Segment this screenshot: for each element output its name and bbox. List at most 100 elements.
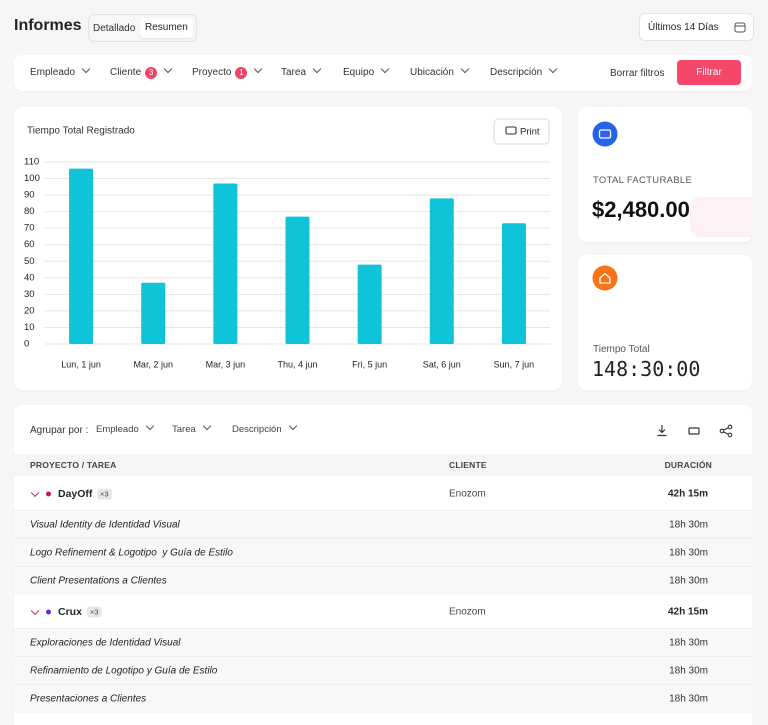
- print-label[interactable]: Print: [520, 127, 540, 138]
- chevron: [254, 64, 263, 74]
- duration: 42h 15m: [667, 488, 708, 500]
- page-title: Informes: [14, 17, 82, 34]
- print-icon[interactable]: [688, 427, 700, 435]
- column-header: PROYECTO / TAREA: [30, 460, 117, 470]
- x-tick-label: Lun, 1 jun: [61, 359, 101, 369]
- bar: [357, 264, 382, 344]
- print-icon: [505, 126, 517, 135]
- y-tick-label: 40: [24, 272, 35, 283]
- filter-dropdown[interactable]: Descripción: [490, 64, 558, 78]
- project-name: DayOff: [58, 488, 93, 500]
- stat-label: Tiempo Total: [593, 344, 650, 355]
- chevron: [380, 64, 390, 74]
- filter-dropdown[interactable]: Cliente 3: [110, 64, 173, 79]
- chevron: [288, 421, 297, 431]
- chart-title: Tiempo Total Registrado: [27, 126, 135, 137]
- project-dot: [46, 609, 51, 615]
- apply-button[interactable]: Filtrar: [677, 60, 741, 85]
- y-tick-label: 100: [24, 173, 40, 184]
- task-duration: 18h 30m: [669, 547, 708, 559]
- filter-label: Proyecto: [192, 67, 232, 78]
- bar: [501, 223, 526, 344]
- stat-label: TOTAL FACTURABLE: [593, 175, 693, 186]
- chart-card: Tiempo Total Registrado Print 0 10 20 30 40 5…: [14, 107, 562, 390]
- tab[interactable]: Detallado: [93, 23, 136, 34]
- time-icon: [592, 265, 618, 291]
- chevron: [202, 421, 212, 431]
- task-row: Presentaciones a Clientes 18h 30m: [14, 684, 752, 713]
- expand-chevron: [30, 488, 40, 498]
- group-by-dropdown[interactable]: Tarea: [172, 421, 212, 435]
- x-tick-label: Thu, 4 jun: [277, 359, 317, 369]
- task-row: Refinamiento de Logotipo y Guía de Estil…: [14, 656, 752, 685]
- date-picker[interactable]: Últimos 14 Días: [639, 13, 754, 41]
- group-by-option: Empleado: [96, 424, 139, 435]
- chevron: [81, 64, 91, 74]
- column-header: CLIENTE: [449, 460, 487, 470]
- print-button[interactable]: [493, 118, 550, 145]
- x-tick-label: Mar, 3 jun: [206, 359, 246, 369]
- group-by-dropdown[interactable]: Descripción: [232, 421, 297, 435]
- stat-value: 148:30:00: [592, 357, 701, 381]
- x-tick-label: Mar, 2 jun: [133, 359, 173, 369]
- task-duration: 18h 30m: [669, 665, 708, 677]
- x-tick-label: Sun, 7 jun: [494, 359, 535, 369]
- filter-bar: Borrar filtros Filtrar Empleado Cliente 3 P…: [14, 55, 752, 91]
- filter-dropdown[interactable]: Proyecto 1: [192, 64, 263, 79]
- duration: 42h 15m: [667, 606, 708, 618]
- chevron: [145, 421, 155, 431]
- decoration: [690, 197, 752, 237]
- filter-dropdown[interactable]: Tarea: [281, 64, 322, 78]
- share-icon[interactable]: [719, 424, 733, 438]
- tab-active[interactable]: Resumen: [140, 18, 193, 38]
- group-by-option: Descripción: [232, 424, 282, 435]
- y-tick-label: 30: [24, 289, 35, 300]
- filter-label: Ubicación: [410, 67, 454, 78]
- count-badge: ×3: [87, 606, 102, 618]
- group-by-option: Tarea: [172, 424, 196, 435]
- filter-label: Tarea: [281, 67, 307, 78]
- x-tick-label: Sat, 6 jun: [423, 359, 461, 369]
- client: Enozom: [449, 488, 486, 500]
- task-duration: 18h 30m: [669, 519, 708, 531]
- filter-dropdown[interactable]: Ubicación: [410, 64, 470, 78]
- table-header: PROYECTO / TAREA CLIENTE DURACIÓN: [14, 454, 752, 476]
- task-row: Logo Refinement & Logotipo y Guía de Est…: [14, 538, 752, 567]
- y-tick-label: 70: [24, 223, 35, 234]
- task-duration: 18h 30m: [669, 693, 708, 705]
- bar: [141, 282, 166, 344]
- chevron: [549, 64, 558, 74]
- chevron: [312, 64, 322, 74]
- download-icon[interactable]: [657, 425, 667, 437]
- bar: [285, 216, 310, 344]
- filter-label: Cliente: [110, 67, 142, 78]
- clear-filters[interactable]: Borrar filtros: [610, 68, 665, 79]
- filter-dropdown[interactable]: Empleado: [30, 64, 91, 78]
- view-tabs: Detallado Resumen: [88, 14, 197, 42]
- filter-badge: 3: [145, 67, 158, 79]
- y-tick-label: 90: [24, 190, 35, 201]
- expand-chevron: [30, 606, 40, 616]
- task-name: Visual Identity de Identidad Visual: [30, 519, 180, 531]
- stat-card: Tiempo Total 148:30:00: [578, 255, 752, 390]
- group-row[interactable]: Crux ×3 Enozom 42h 15m: [14, 598, 752, 626]
- group-by-label: Agrupar por :: [30, 425, 89, 436]
- chevron: [163, 64, 173, 74]
- y-tick-label: 50: [24, 256, 35, 267]
- project-name: Crux: [58, 606, 82, 618]
- stat-card: TOTAL FACTURABLE $2,480.00: [578, 107, 752, 242]
- date-range: Últimos 14 Días: [648, 22, 719, 33]
- task-row: Visual Identity de Identidad Visual 18h 3…: [14, 510, 752, 539]
- y-tick-label: 0: [24, 339, 29, 350]
- task-row: Client Presentations a Clientes 18h 30m: [14, 566, 752, 595]
- y-tick-label: 20: [24, 305, 35, 316]
- bar: [213, 183, 238, 344]
- filter-badge: 1: [235, 67, 248, 79]
- filter-dropdown[interactable]: Equipo: [343, 64, 390, 78]
- task-name: Logo Refinement & Logotipo y Guía de Est…: [30, 547, 233, 559]
- group-by-dropdown[interactable]: Empleado: [96, 421, 155, 435]
- group-row[interactable]: DayOff ×3 Enozom 42h 15m: [14, 480, 752, 508]
- task-row: Exploraciones de Identidad Visual 18h 30m: [14, 628, 752, 657]
- chevron: [460, 64, 470, 74]
